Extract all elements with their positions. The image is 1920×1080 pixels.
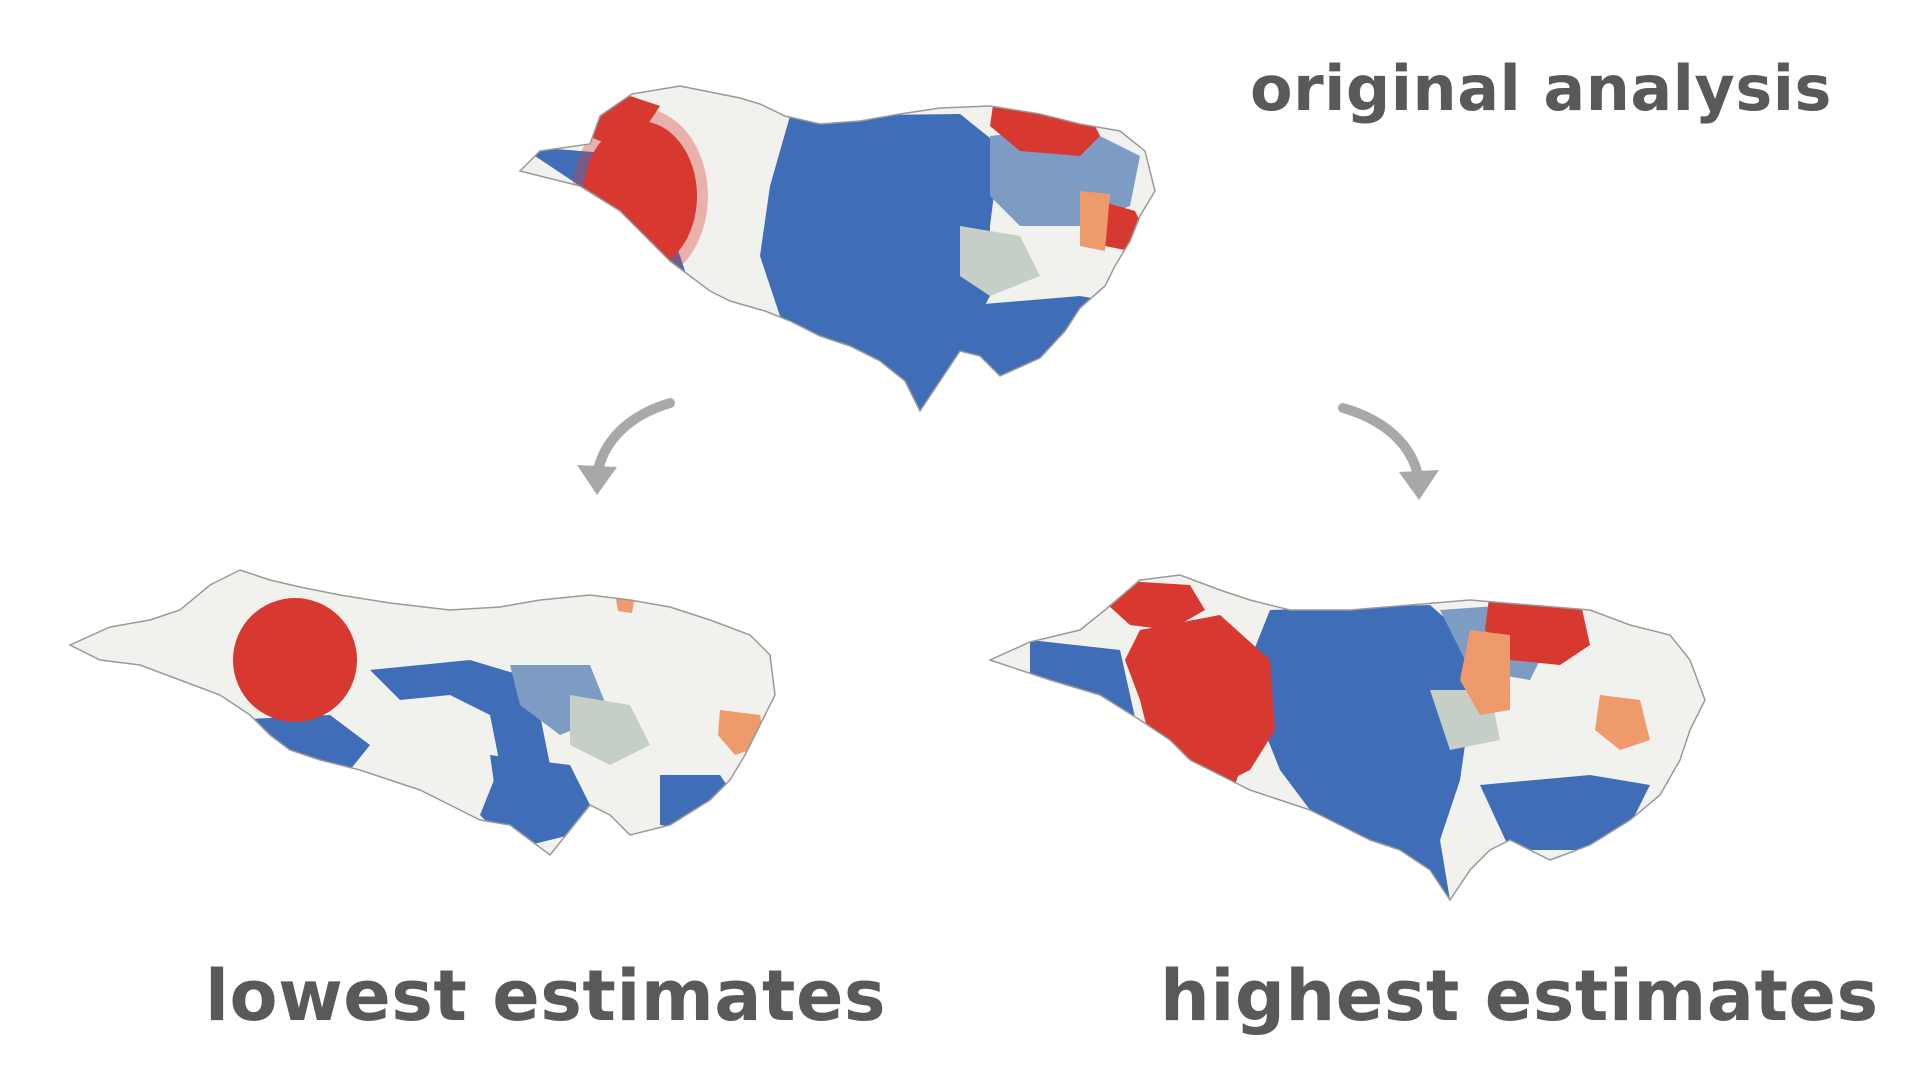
central-hot-zone [583, 121, 697, 271]
central-cold-zone [760, 114, 1000, 411]
north-hot-zone [1108, 580, 1205, 630]
map-original-analysis [518, 85, 1156, 413]
map-lowest-estimates [68, 569, 776, 857]
curved-arrow-down-left-icon [577, 398, 675, 495]
south-cold-zone [490, 755, 590, 845]
coastal-cold-zone [230, 715, 370, 770]
central-cold-zone [1250, 605, 1470, 900]
north-warm-zone [1460, 630, 1510, 715]
arrow-shaft [592, 398, 675, 480]
arrow-head [577, 465, 617, 495]
caption-original-analysis: original analysis [1250, 52, 1832, 125]
county-outline [518, 85, 1156, 413]
north-warm-patch [615, 593, 635, 613]
sage-patch [960, 226, 1040, 296]
east-warm-zone [1080, 191, 1110, 251]
map-highest-estimates [987, 574, 1706, 902]
sage-patch [570, 695, 650, 765]
caption-lowest-estimates: lowest estimates [205, 955, 887, 1037]
arrow-head [1399, 470, 1439, 500]
county-outline [987, 574, 1706, 902]
southeast-cold-zone [660, 775, 740, 830]
east-warm-zone [1595, 695, 1650, 750]
curved-arrow-down-right-icon [1338, 403, 1439, 500]
southeast-cold-zone [1480, 775, 1650, 850]
land-base [70, 570, 775, 855]
arrow-shaft [1338, 403, 1424, 485]
county-outline [68, 569, 776, 857]
northeast-hot-zone [1485, 590, 1590, 665]
caption-highest-estimates: highest estimates [1160, 955, 1879, 1037]
central-hot-zone [233, 598, 357, 722]
south-hot-zone [1140, 770, 1240, 810]
